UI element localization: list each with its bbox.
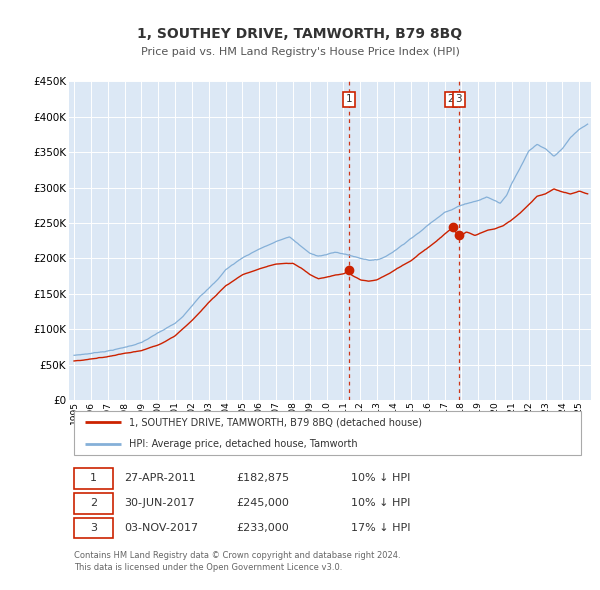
Text: 1: 1 [90, 473, 97, 483]
Text: 27-APR-2011: 27-APR-2011 [124, 473, 196, 483]
Text: 10% ↓ HPI: 10% ↓ HPI [351, 498, 410, 508]
Text: 1, SOUTHEY DRIVE, TAMWORTH, B79 8BQ: 1, SOUTHEY DRIVE, TAMWORTH, B79 8BQ [137, 27, 463, 41]
Text: 1: 1 [346, 94, 352, 104]
Text: £182,875: £182,875 [236, 473, 289, 483]
Text: 3: 3 [455, 94, 462, 104]
Text: 2: 2 [90, 498, 97, 508]
Text: HPI: Average price, detached house, Tamworth: HPI: Average price, detached house, Tamw… [129, 439, 358, 449]
FancyBboxPatch shape [74, 493, 113, 513]
Text: 03-NOV-2017: 03-NOV-2017 [124, 523, 198, 533]
FancyBboxPatch shape [74, 468, 113, 489]
Text: 3: 3 [90, 523, 97, 533]
Text: £233,000: £233,000 [236, 523, 289, 533]
Text: 1, SOUTHEY DRIVE, TAMWORTH, B79 8BQ (detached house): 1, SOUTHEY DRIVE, TAMWORTH, B79 8BQ (det… [129, 418, 422, 428]
Text: 17% ↓ HPI: 17% ↓ HPI [351, 523, 410, 533]
FancyBboxPatch shape [74, 517, 113, 539]
Text: Price paid vs. HM Land Registry's House Price Index (HPI): Price paid vs. HM Land Registry's House … [140, 47, 460, 57]
Text: £245,000: £245,000 [236, 498, 289, 508]
Text: 2: 2 [448, 94, 454, 104]
FancyBboxPatch shape [74, 411, 581, 455]
Text: 10% ↓ HPI: 10% ↓ HPI [351, 473, 410, 483]
Text: 30-JUN-2017: 30-JUN-2017 [124, 498, 194, 508]
Text: Contains HM Land Registry data © Crown copyright and database right 2024.
This d: Contains HM Land Registry data © Crown c… [74, 551, 401, 572]
